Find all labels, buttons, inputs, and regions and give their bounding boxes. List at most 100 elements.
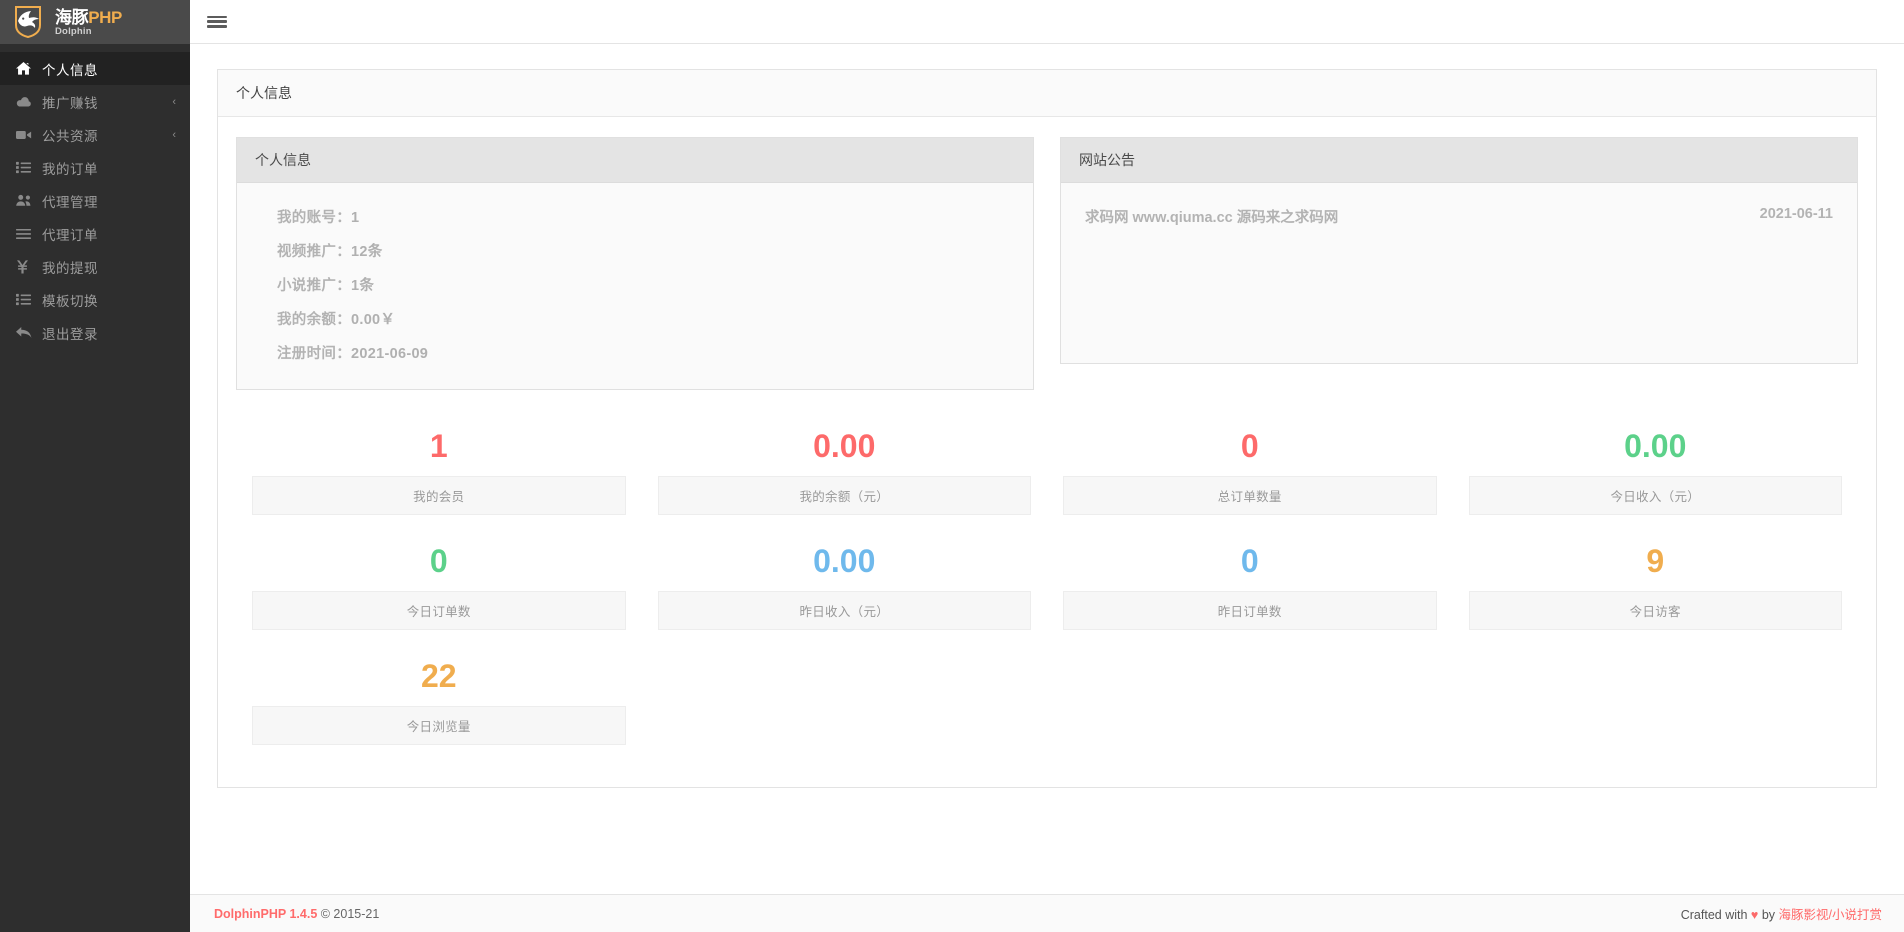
stat-label: 今日访客: [1468, 591, 1842, 630]
page-panel: 个人信息 个人信息 我的账号：1 视频推广：12条 小说推广：1条 我的余额：0.00…: [217, 69, 1877, 788]
sidebar-item-label: 公共资源: [42, 128, 98, 144]
footer-copyright: © 2015-21: [320, 906, 380, 921]
profile-info-label: 我的账号：: [277, 209, 351, 226]
footer-author-link[interactable]: 海豚影视/小说打赏: [1778, 908, 1882, 922]
notice-card-col: 网站公告 求码网 www.qiuma.cc 源码来之求码网 2021-06-11: [1060, 137, 1858, 390]
yen-icon: [16, 259, 38, 274]
logout-arrow-icon: [16, 326, 38, 339]
profile-info-value: 1条: [351, 277, 375, 294]
list-ul-icon: [16, 161, 38, 174]
bars-icon: [16, 228, 38, 240]
profile-info-label: 注册时间：: [277, 345, 351, 362]
notice-card-body: 求码网 www.qiuma.cc 源码来之求码网 2021-06-11: [1061, 183, 1857, 363]
notice-text: 求码网 www.qiuma.cc 源码来之求码网: [1085, 209, 1339, 226]
sidebar-item-3[interactable]: 公共资源 ‹: [0, 118, 190, 151]
stat-value: 0: [1240, 428, 1259, 464]
profile-info-value: 12条: [351, 243, 383, 260]
profile-info-label: 我的余额：: [277, 311, 351, 328]
stat-card: 0.00 今日收入（元）: [1453, 416, 1859, 515]
notice-date: 2021-06-11: [1759, 205, 1833, 222]
stat-label: 今日订单数: [252, 591, 626, 630]
stat-card: 0.00 昨日收入（元）: [642, 531, 1048, 630]
profile-info-label: 小说推广：: [277, 277, 351, 294]
content-area: 个人信息 个人信息 我的账号：1 视频推广：12条 小说推广：1条 我的余额：0.00…: [190, 44, 1904, 894]
stat-card: 0 昨日订单数: [1047, 531, 1453, 630]
profile-info-line: 视频推广：12条: [255, 233, 1015, 267]
sidebar-nav: 个人信息 推广赚钱 ‹ 公共资源 ‹ 我的订单 代理管理 代理订单 我的提现 模板切换 退出登录: [0, 52, 190, 349]
profile-info-label: 视频推广：: [277, 243, 351, 260]
profile-card-body: 我的账号：1 视频推广：12条 小说推广：1条 我的余额：0.00￥ 注册时间：2021…: [237, 183, 1033, 389]
users-icon: [16, 194, 38, 207]
stat-value: 0: [1240, 543, 1259, 579]
sidebar-item-label: 代理管理: [42, 194, 98, 210]
sidebar-item-8[interactable]: 模板切换: [0, 283, 190, 316]
chevron-left-icon: ‹: [172, 95, 176, 108]
sidebar: 海豚PHP Dolphin 个人信息 推广赚钱 ‹ 公共资源 ‹ 我的订单 代理管理 代理订单…: [0, 0, 190, 932]
footer-crafted-by: by: [1761, 908, 1776, 922]
sidebar-item-label: 我的订单: [42, 161, 98, 177]
logo[interactable]: 海豚PHP Dolphin: [0, 0, 190, 44]
sidebar-item-4[interactable]: 我的订单: [0, 151, 190, 184]
stat-value: 22: [420, 658, 457, 694]
top-cards-row: 个人信息 我的账号：1 视频推广：12条 小说推广：1条 我的余额：0.00￥ 注册时间…: [236, 137, 1858, 390]
footer-left: DolphinPHP 1.4.5 © 2015-21: [214, 907, 379, 921]
page-title: 个人信息: [218, 70, 1876, 117]
sidebar-item-label: 推广赚钱: [42, 95, 98, 111]
profile-info-value: 2021-06-09: [351, 345, 429, 362]
stat-card: 9 今日访客: [1453, 531, 1859, 630]
sidebar-item-9[interactable]: 退出登录: [0, 316, 190, 349]
sidebar-item-5[interactable]: 代理管理: [0, 184, 190, 217]
sidebar-item-label: 模板切换: [42, 293, 98, 309]
profile-info-line: 我的账号：1: [255, 199, 1015, 233]
dolphin-logo-icon: [10, 5, 48, 39]
list-ul-icon: [16, 293, 38, 306]
stat-card: 0 总订单数量: [1047, 416, 1453, 515]
sidebar-item-2[interactable]: 推广赚钱 ‹: [0, 85, 190, 118]
notice-item[interactable]: 求码网 www.qiuma.cc 源码来之求码网 2021-06-11: [1079, 199, 1839, 233]
stat-value: 0.00: [813, 543, 876, 579]
notice-card: 网站公告 求码网 www.qiuma.cc 源码来之求码网 2021-06-11: [1060, 137, 1858, 364]
profile-info-line: 小说推广：1条: [255, 267, 1015, 301]
sidebar-item-label: 个人信息: [42, 62, 98, 78]
sidebar-item-label: 我的提现: [42, 260, 98, 276]
footer-right: Crafted with ♥ by 海豚影视/小说打赏: [1681, 904, 1882, 923]
stat-label: 今日浏览量: [252, 706, 626, 745]
stat-value: 0: [429, 543, 448, 579]
hamburger-icon[interactable]: [207, 14, 227, 30]
profile-card-col: 个人信息 我的账号：1 视频推广：12条 小说推广：1条 我的余额：0.00￥ 注册时间…: [236, 137, 1034, 390]
profile-card-title: 个人信息: [237, 138, 1033, 183]
topbar: [190, 0, 1904, 44]
cloud-icon: [16, 96, 38, 108]
stat-value: 0.00: [813, 428, 876, 464]
sidebar-item-label: 退出登录: [42, 326, 98, 342]
stat-value: 9: [1646, 543, 1665, 579]
footer: DolphinPHP 1.4.5 © 2015-21 Crafted with …: [190, 894, 1904, 932]
footer-crafted-prefix: Crafted with: [1680, 908, 1748, 922]
profile-info-value: 0.00￥: [351, 311, 396, 328]
sidebar-item-1[interactable]: 个人信息: [0, 52, 190, 85]
stat-label: 我的余额（元）: [657, 476, 1031, 515]
stat-card: 0 今日订单数: [236, 531, 642, 630]
stat-label: 总订单数量: [1063, 476, 1437, 515]
profile-info-line: 我的余额：0.00￥: [255, 301, 1015, 335]
profile-info-value: 1: [351, 209, 360, 226]
sidebar-item-7[interactable]: 我的提现: [0, 250, 190, 283]
sidebar-item-label: 代理订单: [42, 227, 98, 243]
profile-card: 个人信息 我的账号：1 视频推广：12条 小说推广：1条 我的余额：0.00￥ 注册时间…: [236, 137, 1034, 390]
home-icon: [16, 61, 38, 76]
stat-value: 1: [429, 428, 448, 464]
heart-icon: ♥: [1750, 908, 1759, 922]
stat-label: 昨日收入（元）: [657, 591, 1031, 630]
profile-info-line: 注册时间：2021-06-09: [255, 335, 1015, 369]
stats-grid: 1 我的会员 0.00 我的余额（元） 0 总订单数量 0.00 今日收入（元） 0 今日订单数 0…: [236, 416, 1858, 761]
sidebar-spacer: [0, 44, 190, 52]
logo-text-php: PHP: [88, 8, 122, 28]
footer-brand[interactable]: DolphinPHP 1.4.5: [214, 906, 318, 921]
stat-label: 昨日订单数: [1063, 591, 1437, 630]
stat-value: 0.00: [1624, 428, 1687, 464]
sidebar-item-6[interactable]: 代理订单: [0, 217, 190, 250]
page-body: 个人信息 我的账号：1 视频推广：12条 小说推广：1条 我的余额：0.00￥ 注册时间…: [218, 117, 1876, 787]
stat-card: 0.00 我的余额（元）: [642, 416, 1048, 515]
main-area: 个人信息 个人信息 我的账号：1 视频推广：12条 小说推广：1条 我的余额：0.00…: [190, 0, 1904, 932]
